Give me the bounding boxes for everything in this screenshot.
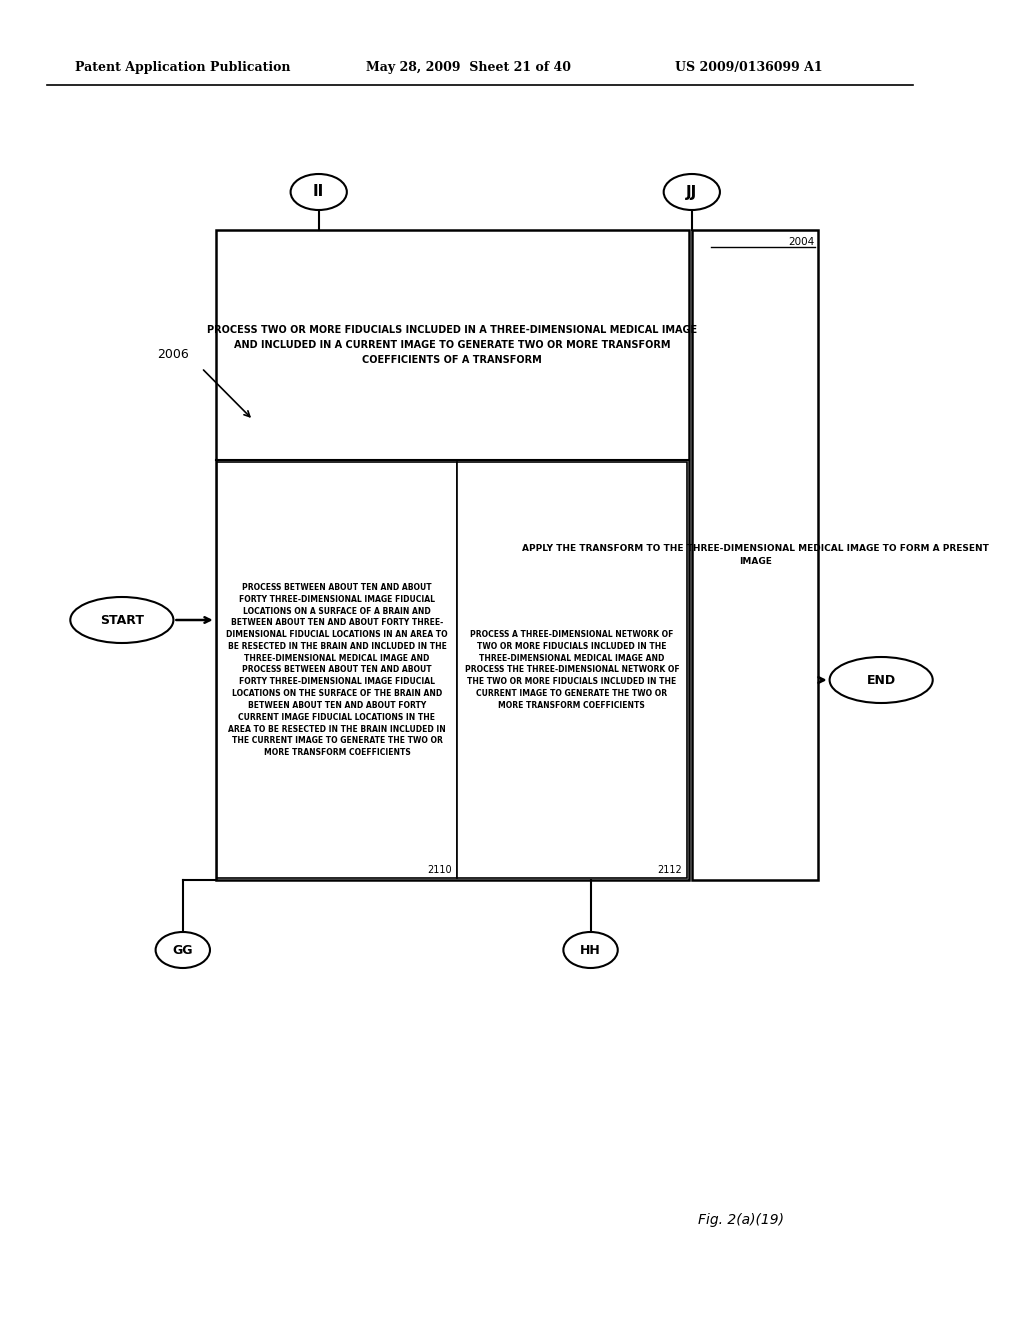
Text: START: START bbox=[100, 614, 143, 627]
Text: HH: HH bbox=[581, 944, 601, 957]
Text: US 2009/0136099 A1: US 2009/0136099 A1 bbox=[675, 62, 822, 74]
Text: 2004: 2004 bbox=[788, 238, 815, 247]
Ellipse shape bbox=[156, 932, 210, 968]
Text: END: END bbox=[866, 673, 896, 686]
Text: Fig. 2(a)(19): Fig. 2(a)(19) bbox=[697, 1213, 783, 1228]
Ellipse shape bbox=[71, 597, 173, 643]
Ellipse shape bbox=[829, 657, 933, 704]
Text: APPLY THE TRANSFORM TO THE THREE-DIMENSIONAL MEDICAL IMAGE TO FORM A PRESENT
IMA: APPLY THE TRANSFORM TO THE THREE-DIMENSI… bbox=[521, 544, 988, 566]
Ellipse shape bbox=[664, 174, 720, 210]
Text: 2006: 2006 bbox=[158, 348, 189, 362]
Ellipse shape bbox=[291, 174, 347, 210]
Ellipse shape bbox=[563, 932, 617, 968]
Bar bbox=[217, 462, 457, 878]
Text: Patent Application Publication: Patent Application Publication bbox=[75, 62, 291, 74]
Bar bbox=[692, 230, 818, 880]
Text: PROCESS A THREE-DIMENSIONAL NETWORK OF
TWO OR MORE FIDUCIALS INCLUDED IN THE
THR: PROCESS A THREE-DIMENSIONAL NETWORK OF T… bbox=[465, 630, 679, 710]
Text: 2112: 2112 bbox=[657, 865, 682, 875]
Bar bbox=[216, 230, 689, 880]
Text: II: II bbox=[313, 185, 325, 199]
Bar bbox=[457, 462, 687, 878]
Text: PROCESS BETWEEN ABOUT TEN AND ABOUT
FORTY THREE-DIMENSIONAL IMAGE FIDUCIAL
LOCAT: PROCESS BETWEEN ABOUT TEN AND ABOUT FORT… bbox=[226, 583, 447, 758]
Text: GG: GG bbox=[172, 944, 194, 957]
Text: May 28, 2009  Sheet 21 of 40: May 28, 2009 Sheet 21 of 40 bbox=[366, 62, 570, 74]
Text: 2110: 2110 bbox=[427, 865, 452, 875]
Text: JJ: JJ bbox=[686, 185, 697, 199]
Text: PROCESS TWO OR MORE FIDUCIALS INCLUDED IN A THREE-DIMENSIONAL MEDICAL IMAGE
AND : PROCESS TWO OR MORE FIDUCIALS INCLUDED I… bbox=[207, 325, 697, 364]
